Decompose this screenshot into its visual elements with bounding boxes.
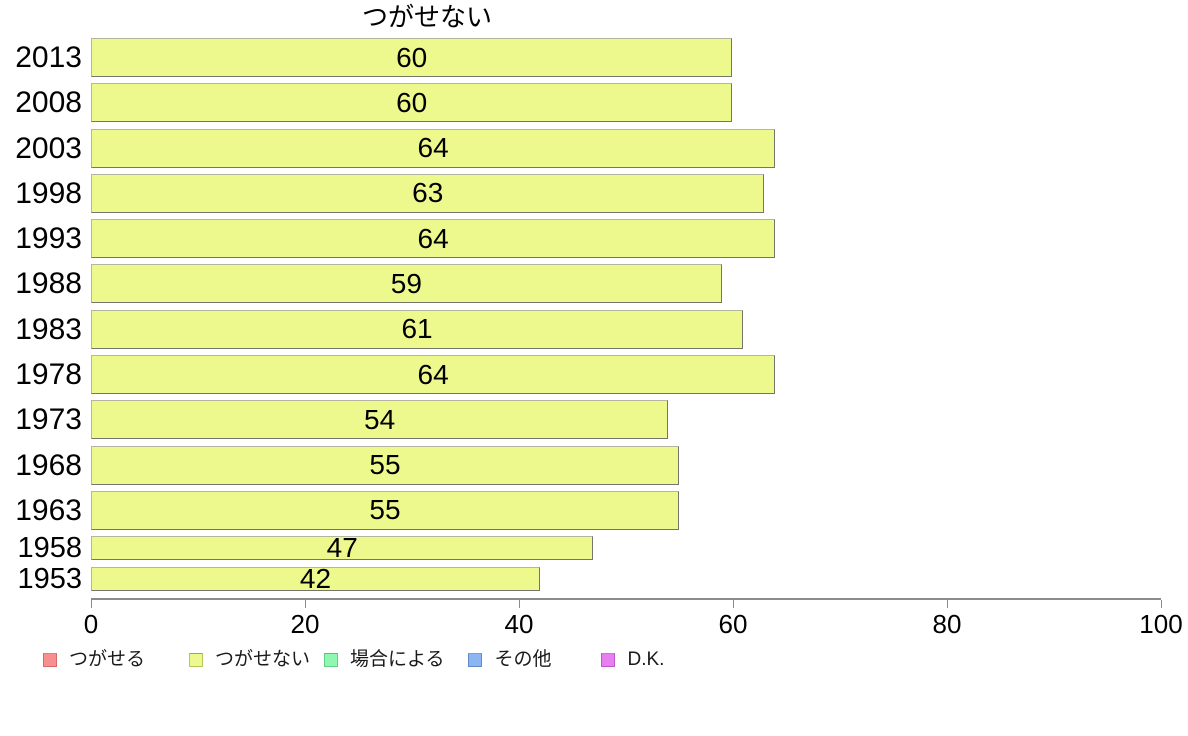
bar-value-label: 42 bbox=[299, 563, 332, 595]
bar-value-label: 47 bbox=[326, 532, 358, 564]
bar-value-label: 61 bbox=[401, 313, 433, 345]
x-tick-label: 20 bbox=[290, 609, 320, 639]
bar-value-label: 60 bbox=[396, 41, 428, 73]
year-label: 2008 bbox=[15, 86, 82, 120]
x-tick-label: 80 bbox=[932, 609, 962, 639]
bar-tsugasenai: 64 bbox=[91, 128, 776, 168]
year-label: 2013 bbox=[15, 41, 82, 74]
bar-tsugasenai: 47 bbox=[91, 532, 594, 564]
bar-value-label: 55 bbox=[369, 494, 401, 526]
legend-item: つがせない bbox=[189, 650, 310, 670]
year-label: 1973 bbox=[15, 403, 82, 437]
bar-row: 1983 61 bbox=[15, 309, 1160, 355]
x-tick-mark bbox=[519, 600, 520, 608]
year-label: 1963 bbox=[15, 493, 82, 527]
bar-row: 2003 64 bbox=[15, 128, 1160, 174]
bar-tsugasenai: 59 bbox=[91, 264, 722, 304]
legend-swatch-icon bbox=[43, 653, 57, 667]
legend-label: つがせない bbox=[215, 649, 311, 670]
bar-row: 1973 54 bbox=[15, 400, 1160, 445]
year-label: 1953 bbox=[17, 563, 82, 596]
bar-tsugasenai: 63 bbox=[91, 173, 765, 213]
x-tick-label: 100 bbox=[1139, 609, 1183, 639]
year-label: 1998 bbox=[15, 176, 82, 210]
bar-row: 1953 42 bbox=[17, 563, 1160, 598]
bar-row: 1988 59 bbox=[15, 264, 1160, 309]
bar-row: 2013 60 bbox=[15, 38, 1160, 83]
legend-label: その他 bbox=[494, 649, 552, 670]
year-label: 2003 bbox=[15, 131, 82, 165]
x-tick-label: 40 bbox=[504, 609, 534, 639]
bar-tsugasenai: 42 bbox=[91, 563, 540, 595]
year-label: 1968 bbox=[15, 448, 82, 482]
year-label: 1988 bbox=[15, 267, 82, 301]
bar-tsugasenai: 64 bbox=[91, 219, 776, 259]
bar-value-label: 63 bbox=[412, 177, 444, 209]
legend-item: つがせる bbox=[43, 650, 145, 670]
bar-value-label: 64 bbox=[417, 222, 449, 254]
x-tick-mark bbox=[91, 600, 92, 608]
bar-value-label: 64 bbox=[417, 132, 449, 164]
legend-label: 場合による bbox=[350, 649, 445, 670]
year-label: 1978 bbox=[15, 358, 82, 392]
legend-item: その他 bbox=[468, 650, 551, 670]
bar-row: 1978 64 bbox=[15, 355, 1160, 400]
bar-row: 1993 64 bbox=[15, 219, 1160, 264]
bar-tsugasenai: 64 bbox=[91, 355, 776, 395]
bar-row: 1958 47 bbox=[17, 532, 1160, 567]
x-tick-mark bbox=[733, 600, 734, 608]
bar-row: 1998 63 bbox=[15, 173, 1160, 219]
bar-tsugasenai: 55 bbox=[91, 490, 679, 530]
legend: つがせる つがせない 場合による その他 D.K. bbox=[43, 650, 664, 670]
legend-swatch-icon bbox=[189, 653, 204, 667]
legend-item: D.K. bbox=[601, 650, 664, 670]
legend-item: 場合による bbox=[324, 650, 444, 670]
bar-value-label: 54 bbox=[364, 403, 396, 435]
x-tick-mark bbox=[947, 600, 948, 608]
bar-value-label: 64 bbox=[417, 358, 449, 390]
bar-tsugasenai: 55 bbox=[91, 445, 679, 485]
bar-row: 1968 55 bbox=[15, 445, 1160, 491]
bar-tsugasenai: 60 bbox=[91, 83, 733, 123]
legend-swatch-icon bbox=[468, 653, 483, 667]
bar-tsugasenai: 60 bbox=[91, 38, 733, 77]
chart-title: つがせない bbox=[361, 2, 492, 32]
bar-value-label: 55 bbox=[369, 449, 401, 481]
bar-value-label: 60 bbox=[396, 86, 428, 118]
year-label: 1983 bbox=[15, 312, 82, 346]
x-tick-mark bbox=[305, 600, 306, 608]
year-label: 1993 bbox=[15, 222, 82, 256]
legend-label: つがせる bbox=[69, 649, 146, 670]
x-tick-label: 60 bbox=[718, 609, 748, 639]
bar-tsugasenai: 61 bbox=[91, 309, 744, 349]
bar-tsugasenai: 54 bbox=[91, 400, 669, 440]
x-tick-mark bbox=[1161, 600, 1162, 608]
year-label: 1958 bbox=[17, 532, 82, 565]
plot-area: 2013 60 2008 60 2003 64 1998 63 1993 64 1988 59 1983… bbox=[15, 38, 1160, 598]
bar-value-label: 59 bbox=[390, 267, 422, 299]
bar-row: 1963 55 bbox=[15, 490, 1160, 536]
x-tick-label: 0 bbox=[83, 609, 99, 639]
legend-swatch-icon bbox=[601, 653, 616, 667]
bar-row: 2008 60 bbox=[15, 83, 1160, 128]
legend-label: D.K. bbox=[627, 649, 665, 670]
x-axis: 0 20 40 60 80 100 bbox=[84, 598, 1183, 638]
legend-swatch-icon bbox=[324, 653, 339, 667]
